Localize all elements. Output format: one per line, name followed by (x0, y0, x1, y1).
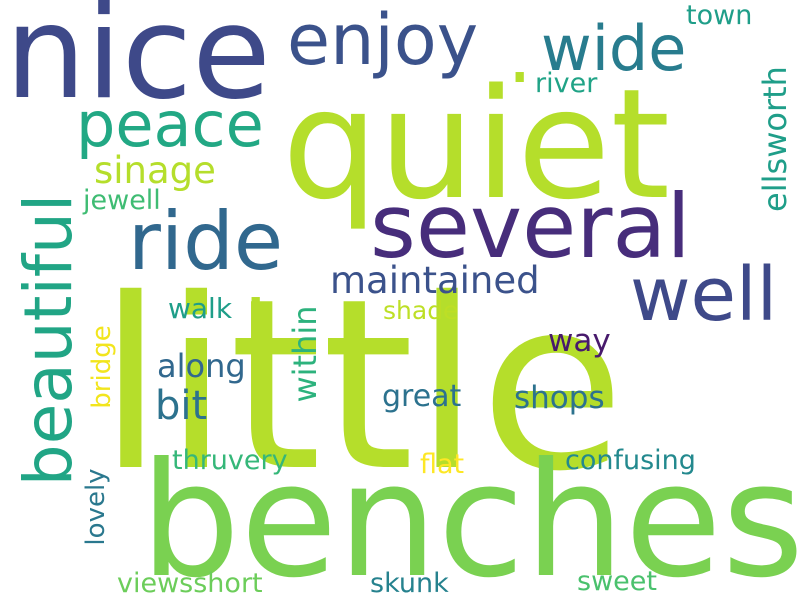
word-lovely: lovely (81, 468, 111, 546)
word-river: river (535, 68, 598, 99)
word-skunk: skunk (370, 568, 449, 599)
word-bridge: bridge (87, 325, 117, 409)
word-along: along (157, 347, 246, 385)
word-within: within (286, 305, 324, 403)
word-several: several (370, 175, 691, 278)
word-enjoy: enjoy (287, 0, 479, 81)
word-great: great (382, 379, 462, 414)
word-shops: shops (514, 380, 605, 416)
word-walk: walk (168, 292, 233, 325)
word-confusing: confusing (565, 445, 696, 476)
word-ellsworth: ellsworth (756, 66, 794, 212)
word-thruvery: thruvery (172, 445, 288, 476)
word-dot-1: . (507, 8, 533, 101)
word-maintained: maintained (330, 259, 540, 302)
word-peace: peace (76, 88, 264, 161)
word-nice: nice (5, 0, 271, 128)
word-well: well (630, 252, 778, 338)
word-wide: wide (541, 12, 687, 85)
word-way: way (548, 323, 611, 359)
word-benches: benches (140, 429, 800, 600)
word-viewsshort: viewsshort (117, 568, 263, 599)
word-jewell: jewell (83, 185, 161, 216)
word-little: little (98, 248, 625, 523)
word-sweet: sweet (577, 566, 657, 597)
word-flat: flat (420, 449, 465, 480)
word-sinage: sinage (94, 149, 216, 192)
word-bit: bit (155, 383, 208, 429)
word-town: town (686, 0, 753, 31)
word-dot-2: . (243, 233, 269, 326)
word-shade: shade (383, 296, 459, 325)
word-ride: ride (128, 195, 284, 288)
word-quiet: quiet (282, 56, 671, 233)
word-beautiful: beautiful (10, 193, 87, 487)
